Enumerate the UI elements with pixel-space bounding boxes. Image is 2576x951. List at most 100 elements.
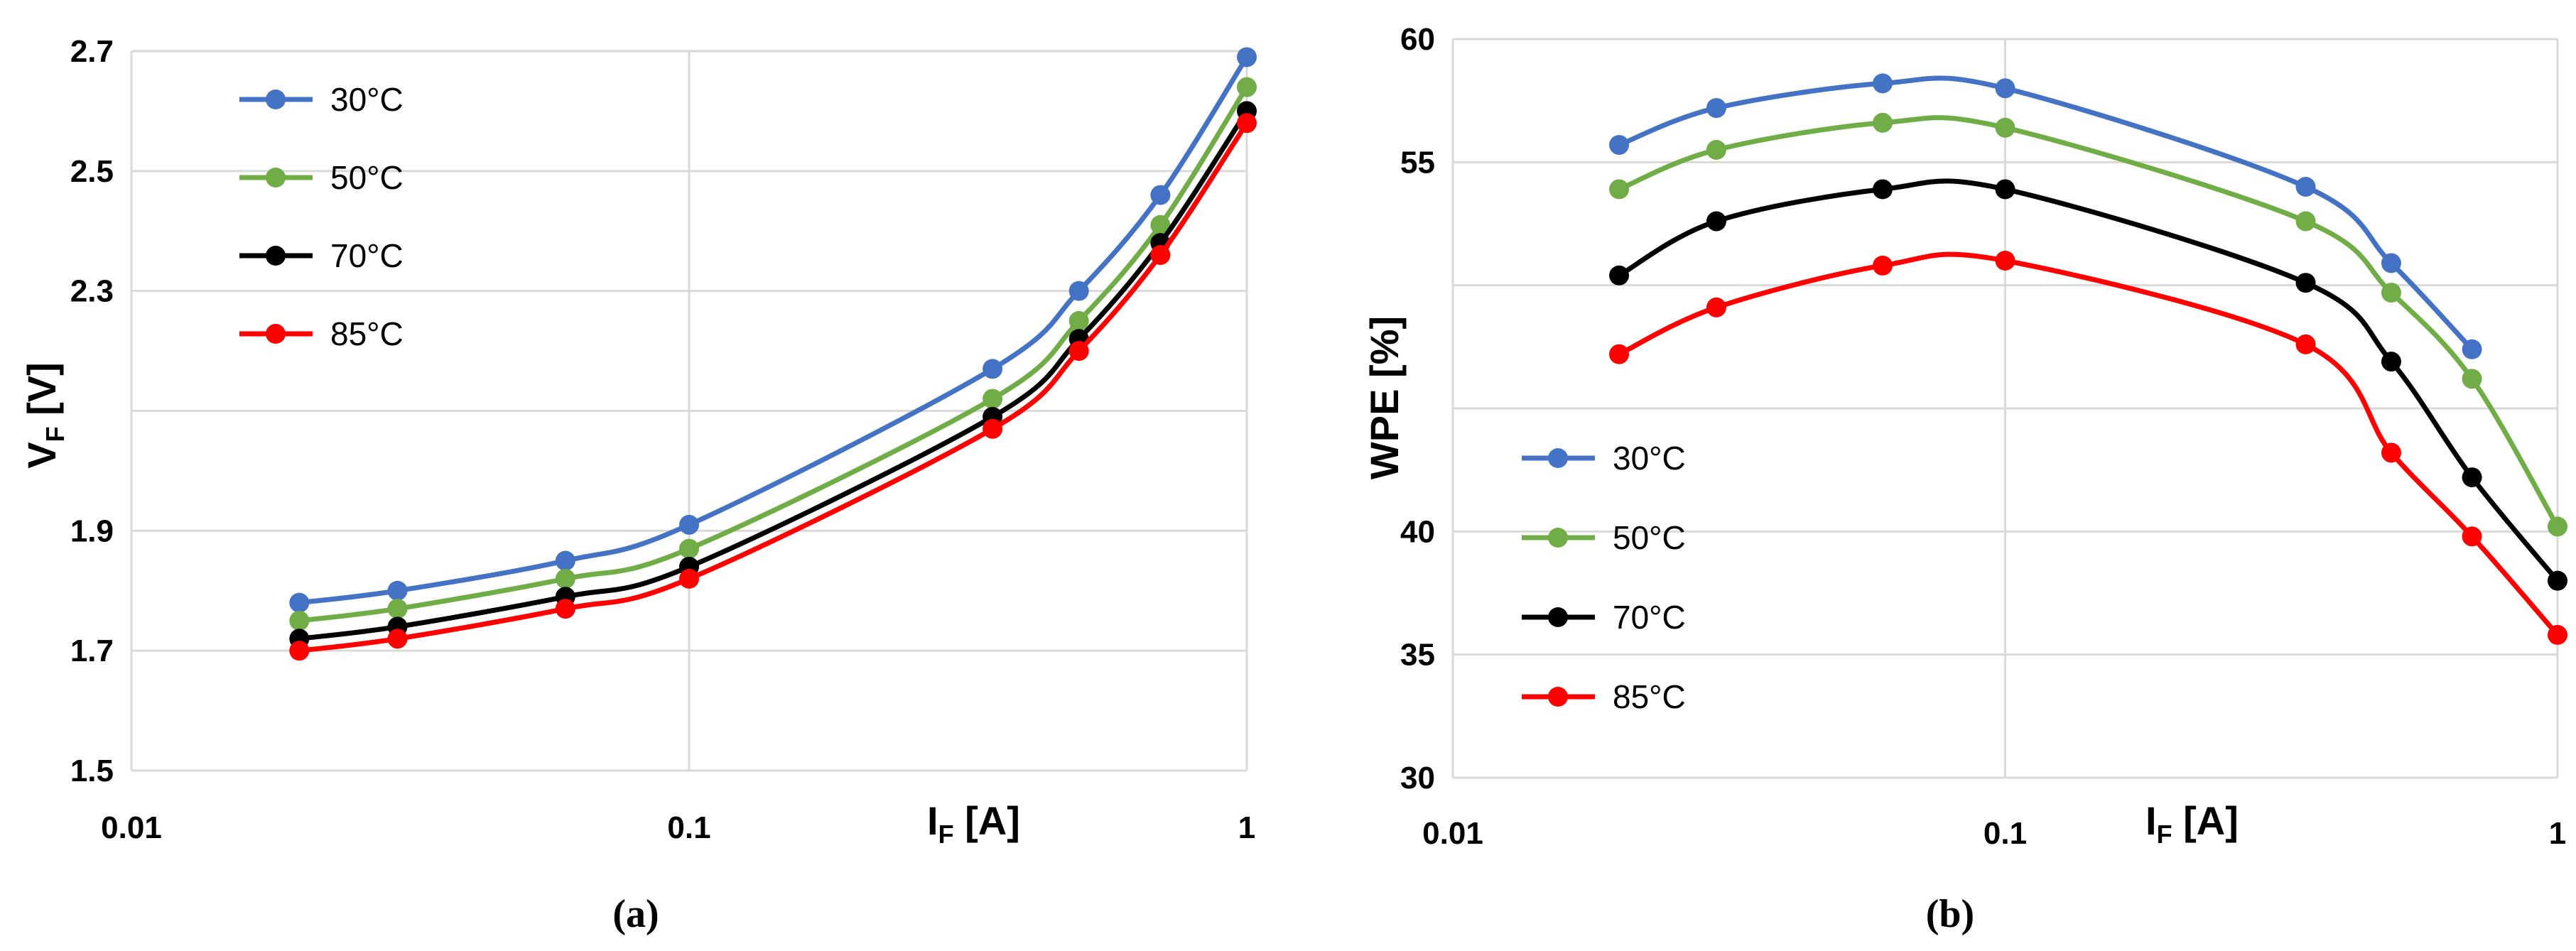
chart-a-legend-item-85c: 85°C xyxy=(239,315,404,352)
chart-b-point-85c xyxy=(2295,334,2316,354)
chart-a-point-30c xyxy=(1237,47,1257,67)
chart-b-x-tick-label: 0.01 xyxy=(1422,816,1483,851)
chart-a-point-50c xyxy=(1237,77,1257,97)
chart-a-point-85c xyxy=(1150,245,1171,266)
chart-a-point-30c xyxy=(289,592,310,613)
chart-b-legend-label-70c: 70°C xyxy=(1613,599,1686,636)
chart-a-series-line-30c xyxy=(298,55,1249,606)
chart-a-x-tick-label: 0.1 xyxy=(667,810,710,845)
chart-a-point-50c xyxy=(289,610,310,631)
chart-a-x-axis-label: IF [A] xyxy=(927,798,1020,849)
chart-a-point-50c xyxy=(555,568,575,589)
chart-b-legend-label-30c: 30°C xyxy=(1613,440,1686,477)
chart-a-legend-marker-70c xyxy=(266,246,286,266)
chart-b-legend-marker-85c xyxy=(1548,687,1568,707)
chart-a-point-30c xyxy=(1068,281,1089,301)
chart-a-point-50c xyxy=(1068,310,1089,331)
chart-b-point-85c xyxy=(1706,297,1726,317)
chart-b-point-50c xyxy=(1995,117,2015,138)
chart-a-point-85c xyxy=(289,641,310,661)
chart-a-y-tick-labels: 1.5 1.7 1.9 2.3 2.5 2.7 xyxy=(70,34,114,788)
chart-b-point-70c xyxy=(1873,179,1893,200)
chart-a-legend-item-30c: 30°C xyxy=(239,81,404,118)
chart-b-point-85c xyxy=(2548,624,2567,645)
chart-b-series-line-70c xyxy=(1618,178,2560,582)
chart-a-caption: (a) xyxy=(612,892,659,936)
chart-b-point-30c xyxy=(2381,253,2401,273)
chart-b-point-70c xyxy=(1609,265,1630,286)
chart-a-y-tick-label: 1.9 xyxy=(70,513,114,548)
chart-b-series xyxy=(1609,73,2567,645)
chart-b-point-30c xyxy=(1706,98,1726,119)
chart-b-y-tick-labels: 30 35 40 55 60 xyxy=(1400,22,1435,795)
chart-a-point-85c xyxy=(1068,341,1089,362)
chart-a-series-line-50c xyxy=(298,85,1249,624)
chart-a-legend: 30°C 50°C 70°C 85°C xyxy=(239,81,404,352)
chart-a-legend-label-50c: 50°C xyxy=(330,159,404,196)
chart-b-point-50c xyxy=(2381,283,2401,303)
chart-b-point-85c xyxy=(1873,255,1893,276)
chart-a-point-50c xyxy=(1150,214,1171,235)
chart-b-y-tick-label: 40 xyxy=(1400,514,1435,549)
chart-panel-a: 1.5 1.7 1.9 2.3 2.5 2.7 0.01 0.1 1 30°C 50°C 70°C… xyxy=(19,34,1257,936)
chart-b-series-line-30c xyxy=(1618,75,2474,352)
chart-b-legend-label-50c: 50°C xyxy=(1613,519,1686,556)
chart-b-series-line-50c xyxy=(1618,115,2560,528)
chart-b-point-50c xyxy=(2462,369,2482,389)
chart-a-point-30c xyxy=(679,514,699,535)
chart-b-x-tick-label: 0.1 xyxy=(1984,816,2027,851)
chart-a-legend-item-70c: 70°C xyxy=(239,237,404,274)
chart-b-point-70c xyxy=(1995,179,2015,200)
chart-b-point-70c xyxy=(2381,352,2401,372)
chart-b-point-30c xyxy=(2295,177,2316,197)
chart-b-point-50c xyxy=(1873,112,1893,133)
chart-b-y-axis-label: WPE [%] xyxy=(1362,316,1407,479)
chart-panel-b: 30 35 40 55 60 0.01 0.1 1 30°C 50°C 70°C 85°C WPE… xyxy=(1362,22,2567,936)
chart-b-point-50c xyxy=(2295,211,2316,232)
chart-b-x-tick-labels: 0.01 0.1 1 xyxy=(1422,816,2566,851)
chart-a-point-85c xyxy=(983,418,1003,439)
chart-b-point-85c xyxy=(2462,526,2482,547)
chart-a-legend-marker-30c xyxy=(266,89,286,109)
chart-a-point-30c xyxy=(555,550,575,571)
chart-b-point-85c xyxy=(2381,442,2401,463)
chart-b-point-30c xyxy=(1995,78,2015,99)
chart-a-point-50c xyxy=(983,388,1003,409)
chart-b-point-50c xyxy=(1706,140,1726,160)
chart-b-point-30c xyxy=(2462,339,2482,359)
chart-a-y-tick-label: 2.3 xyxy=(70,274,114,309)
chart-a-y-tick-label: 1.7 xyxy=(70,634,114,668)
chart-b-y-tick-label: 30 xyxy=(1400,761,1435,795)
chart-a-legend-marker-85c xyxy=(266,324,286,344)
chart-b-point-85c xyxy=(1609,344,1630,364)
chart-a-y-axis-label: VF [V] xyxy=(19,362,70,469)
chart-b-legend-item-70c: 70°C xyxy=(1522,599,1686,636)
chart-a-legend-label-85c: 85°C xyxy=(330,315,404,352)
chart-a-point-30c xyxy=(1150,185,1171,205)
chart-b-legend-label-85c: 85°C xyxy=(1613,678,1686,715)
chart-b-series-line-85c xyxy=(1618,251,2560,637)
chart-b-point-70c xyxy=(2295,273,2316,293)
chart-b-point-30c xyxy=(1609,135,1630,156)
chart-a-y-tick-label: 2.5 xyxy=(70,154,114,189)
chart-b-point-70c xyxy=(2548,570,2567,591)
chart-b-point-30c xyxy=(1873,73,1893,94)
chart-a-legend-label-70c: 70°C xyxy=(330,237,404,274)
chart-a-legend-label-30c: 30°C xyxy=(330,81,404,118)
chart-a-point-85c xyxy=(679,568,699,589)
chart-b-point-70c xyxy=(2462,467,2482,488)
chart-b-x-axis-label: IF [A] xyxy=(2145,798,2239,849)
chart-b-legend-item-30c: 30°C xyxy=(1522,440,1686,477)
chart-b-point-50c xyxy=(1609,179,1630,200)
chart-b-point-70c xyxy=(1706,211,1726,232)
chart-a-legend-marker-50c xyxy=(266,168,286,188)
chart-a-point-85c xyxy=(1237,113,1257,134)
chart-a-x-tick-labels: 0.01 0.1 1 xyxy=(101,810,1255,845)
chart-a-point-50c xyxy=(679,538,699,559)
chart-a-y-tick-label: 1.5 xyxy=(70,754,114,788)
chart-a-point-50c xyxy=(387,599,408,619)
chart-a-point-85c xyxy=(555,599,575,619)
chart-b-point-50c xyxy=(2548,516,2567,537)
chart-a-point-30c xyxy=(983,359,1003,379)
